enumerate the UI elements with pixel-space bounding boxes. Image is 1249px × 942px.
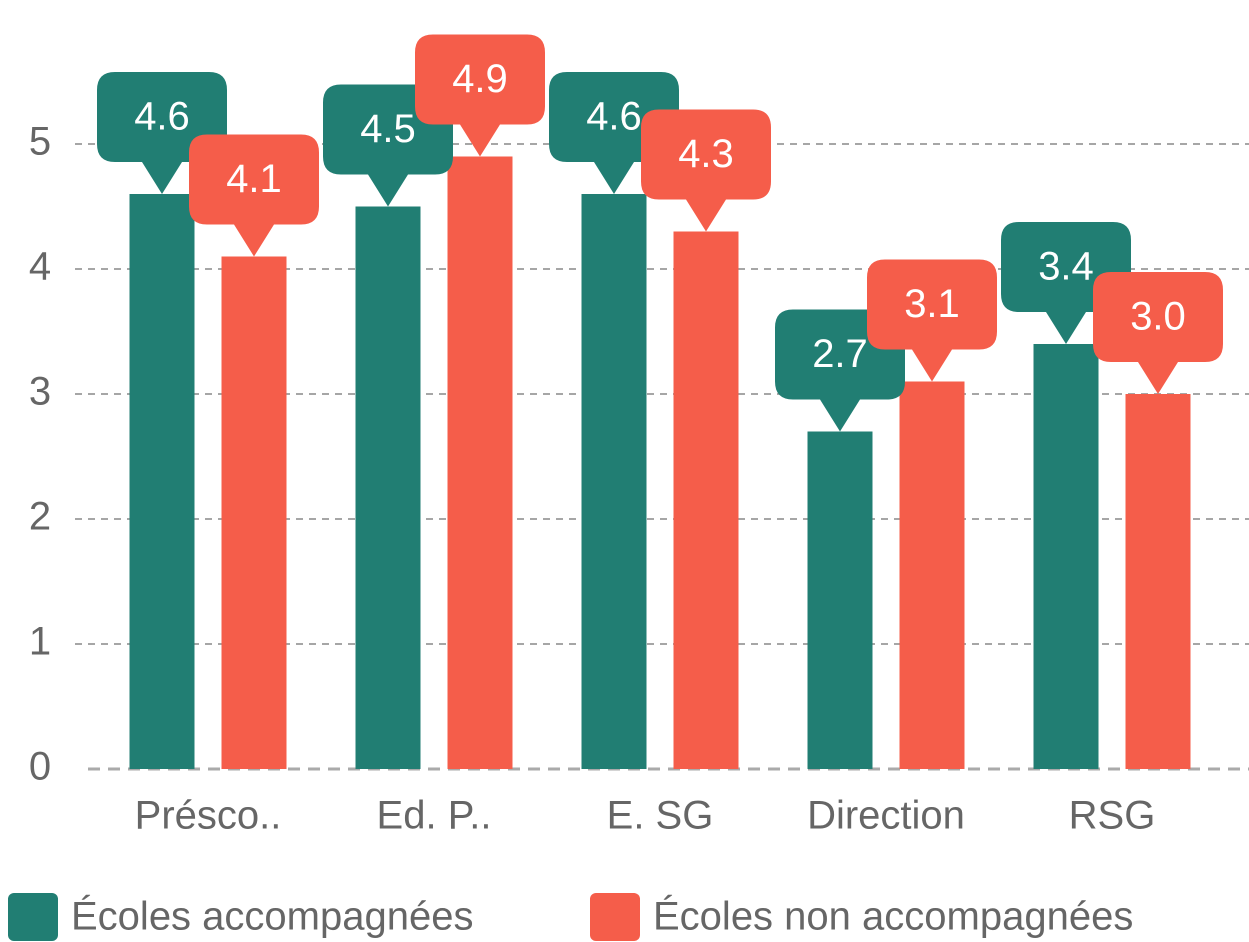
legend-swatch (590, 893, 640, 941)
y-tick-label: 3 (29, 370, 51, 414)
y-tick-label: 2 (29, 495, 51, 539)
value-callout (189, 134, 319, 257)
bar (581, 194, 647, 769)
y-tick-label: 5 (29, 120, 51, 164)
y-tick-label: 0 (29, 745, 51, 789)
value-label: 4.5 (360, 107, 416, 151)
value-label: 3.4 (1038, 245, 1094, 289)
value-label: 4.9 (452, 57, 508, 101)
legend-swatch (8, 893, 58, 941)
bar (355, 206, 421, 769)
bar (221, 256, 287, 769)
value-callout (415, 34, 545, 157)
bar (1033, 344, 1099, 769)
bar (807, 431, 873, 769)
value-callout (867, 259, 997, 382)
x-tick-label: RSG (1069, 794, 1156, 838)
value-callout (97, 72, 227, 194)
value-label: 4.6 (586, 95, 642, 139)
y-tick-label: 1 (29, 620, 51, 664)
value-label: 3.1 (904, 282, 960, 326)
value-label: 3.0 (1130, 295, 1186, 339)
x-tick-label: Présco.. (135, 794, 282, 838)
value-callout (549, 72, 679, 194)
value-callout (1093, 272, 1223, 394)
value-label: 4.3 (678, 132, 734, 176)
value-callout (1001, 222, 1131, 344)
x-tick-label: Direction (807, 794, 965, 838)
legend-label: Écoles accompagnées (71, 894, 473, 939)
bar (129, 194, 195, 769)
bar (1125, 394, 1191, 769)
value-label: 2.7 (812, 332, 868, 376)
value-label: 4.6 (134, 95, 190, 139)
x-tick-label: Ed. P.. (377, 794, 492, 838)
bar (447, 156, 513, 769)
legend-label: Écoles non accompagnées (653, 894, 1133, 939)
value-label: 4.1 (226, 157, 282, 201)
bar (899, 381, 965, 769)
bar (673, 231, 739, 769)
y-tick-label: 4 (29, 245, 51, 289)
value-callout (641, 109, 771, 232)
x-tick-label: E. SG (607, 794, 714, 838)
